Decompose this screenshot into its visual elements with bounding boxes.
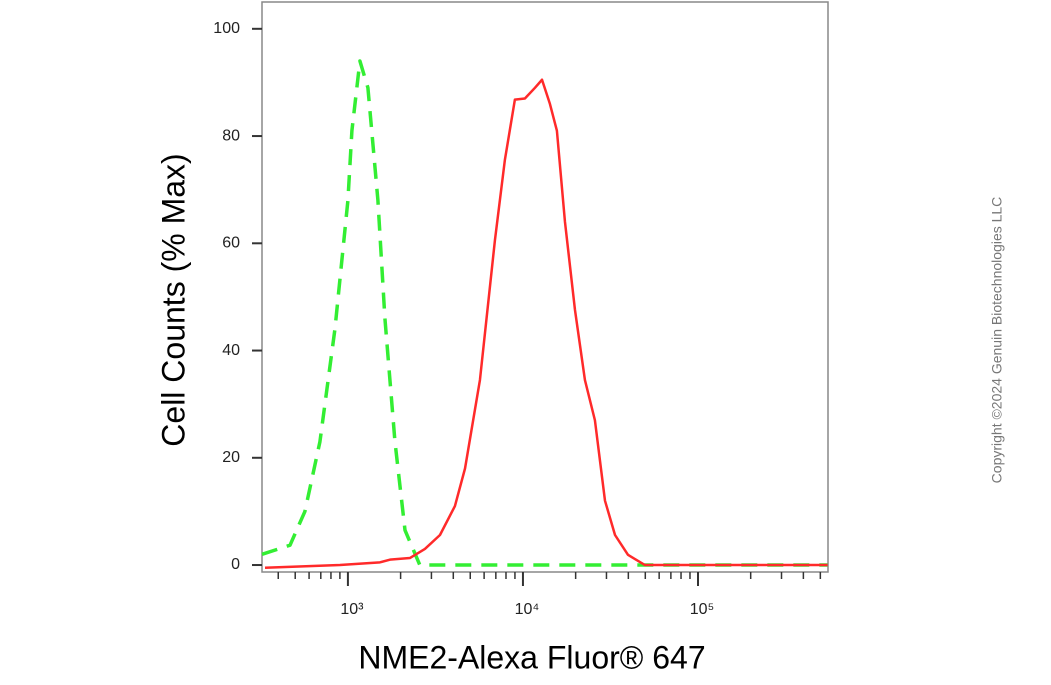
y-tick-label: 40 [222, 342, 240, 359]
y-tick-label: 0 [231, 556, 240, 573]
histogram-line [261, 59, 828, 567]
histogram-line [264, 78, 828, 569]
watermark: Copyright ©2024 Genuin Biotechnologies L… [989, 197, 1005, 484]
x-axis-label: NME2-Alexa Fluor® 647 [358, 639, 705, 675]
y-axis-label: Cell Counts (% Max) [155, 153, 191, 446]
y-tick-label: 100 [213, 20, 240, 37]
y-tick-label: 20 [222, 449, 240, 466]
x-tick-label: 10⁵ [690, 601, 714, 618]
y-tick-label: 60 [222, 235, 240, 252]
plot-frame [261, 1, 829, 573]
x-tick-label: 10³ [340, 601, 364, 618]
x-tick-label: 10⁴ [515, 601, 540, 618]
y-tick-label: 80 [222, 127, 240, 144]
